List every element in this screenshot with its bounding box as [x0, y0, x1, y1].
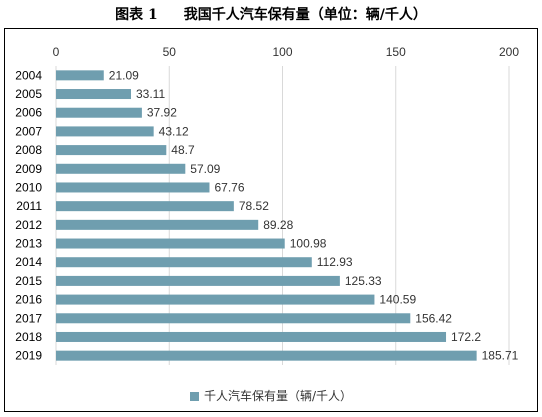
- bar: [56, 331, 447, 342]
- y-category-label: 2005: [15, 87, 42, 101]
- bar: [56, 163, 186, 174]
- bar: [56, 350, 477, 361]
- data-label: 125.33: [345, 274, 382, 288]
- y-category-label: 2009: [15, 162, 42, 176]
- y-category-label: 2016: [15, 293, 42, 307]
- bar: [56, 70, 104, 81]
- bar: [56, 182, 210, 193]
- data-label: 78.52: [239, 199, 269, 213]
- legend-swatch: [189, 392, 199, 401]
- data-label: 37.92: [147, 106, 177, 120]
- figure-number: 图表 1: [115, 7, 158, 23]
- data-label: 67.76: [214, 180, 244, 194]
- y-category-label: 2011: [16, 199, 42, 213]
- y-category-label: 2006: [15, 106, 42, 120]
- y-category-label: 2018: [15, 330, 42, 344]
- bar: [56, 89, 131, 100]
- chart-frame: [4, 28, 538, 412]
- y-category-label: 2019: [15, 349, 42, 363]
- data-label: 172.2: [451, 330, 481, 344]
- y-category-label: 2014: [15, 255, 42, 269]
- y-category-label: 2015: [15, 274, 42, 288]
- figure-title-bar: 图表 1 我国千人汽车保有量（单位：辆/千人）: [0, 4, 542, 24]
- data-label: 89.28: [263, 218, 293, 232]
- bar: [56, 107, 142, 118]
- data-label: 48.7: [171, 143, 195, 157]
- data-label: 21.09: [109, 68, 139, 82]
- data-label: 185.71: [482, 349, 519, 363]
- x-tick-label: 50: [163, 45, 177, 59]
- data-label: 57.09: [190, 162, 220, 176]
- y-category-label: 2017: [15, 311, 42, 325]
- bar: [56, 257, 312, 268]
- legend: 千人汽车保有量（辆/千人）: [0, 387, 542, 404]
- y-category-label: 2007: [15, 124, 42, 138]
- y-category-label: 2013: [15, 237, 42, 251]
- bar: [56, 126, 154, 137]
- y-category-label: 2008: [15, 143, 42, 157]
- figure-title: 我国千人汽车保有量（单位：辆/千人）: [183, 7, 427, 23]
- bar: [56, 294, 375, 305]
- y-category-label: 2012: [15, 218, 42, 232]
- x-tick-label: 0: [53, 45, 60, 59]
- y-category-label: 2004: [15, 68, 42, 82]
- bar: [56, 201, 234, 212]
- data-label: 33.11: [136, 87, 165, 101]
- x-tick-label: 150: [386, 45, 406, 59]
- bar: [56, 219, 259, 230]
- data-label: 43.12: [159, 124, 189, 138]
- legend-label: 千人汽车保有量（辆/千人）: [203, 389, 353, 403]
- x-tick-label: 100: [272, 45, 292, 59]
- bar: [56, 145, 167, 156]
- bar: [56, 313, 411, 324]
- x-tick-label: 200: [499, 45, 519, 59]
- bar: [56, 275, 340, 286]
- y-category-label: 2010: [15, 180, 42, 194]
- data-label: 140.59: [379, 293, 416, 307]
- data-label: 112.93: [317, 255, 353, 269]
- data-label: 156.42: [415, 311, 452, 325]
- bar: [56, 238, 285, 249]
- data-label: 100.98: [290, 237, 327, 251]
